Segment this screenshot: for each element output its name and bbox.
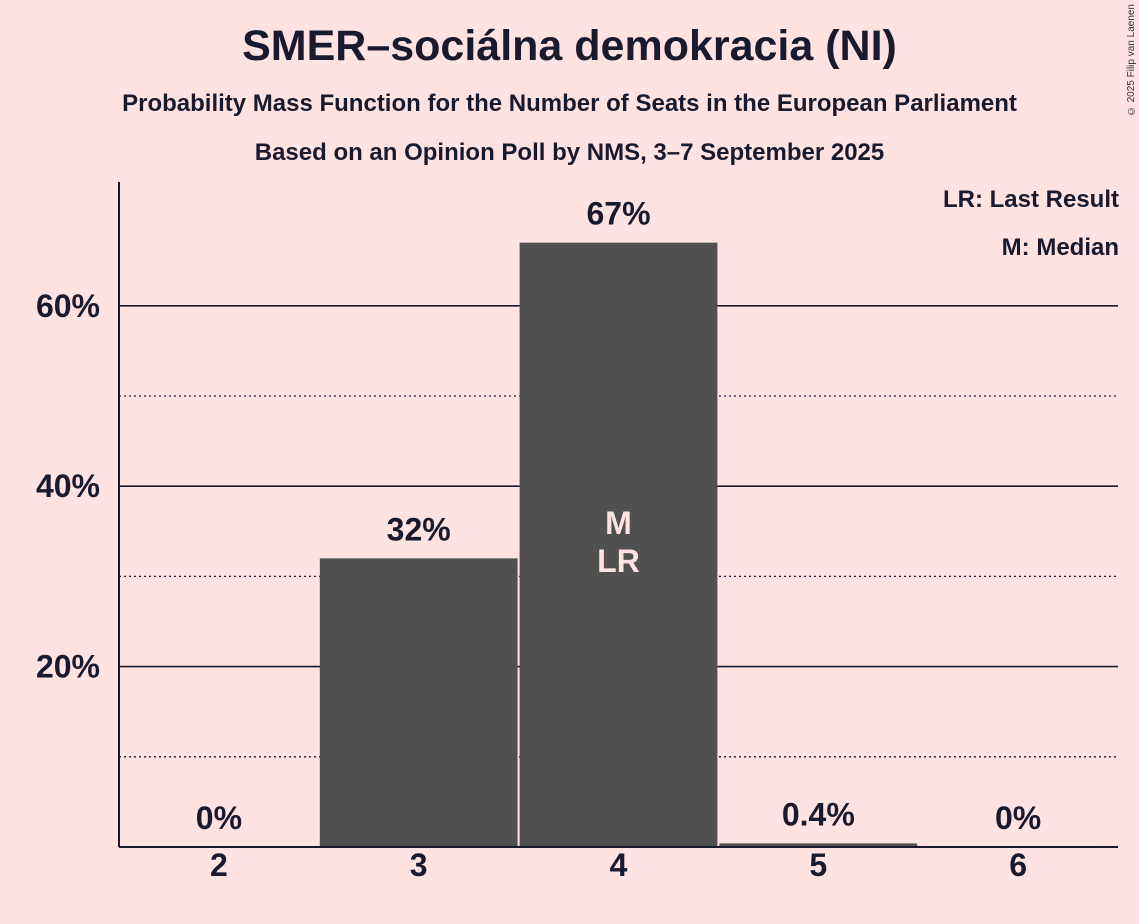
x-tick-label: 6 bbox=[1009, 847, 1027, 883]
axes bbox=[118, 182, 1118, 848]
data-label: 67% bbox=[586, 196, 650, 232]
x-tick-label: 2 bbox=[210, 847, 228, 883]
chart-title: SMER–sociálna demokracia (NI) bbox=[242, 22, 897, 70]
y-tick-label: 20% bbox=[36, 649, 100, 685]
data-label: 0% bbox=[196, 800, 242, 836]
bar-seats-3 bbox=[319, 558, 518, 847]
data-label: 0.4% bbox=[782, 796, 855, 832]
labels: 20% 40% 60% 0% 2 32% 3 67% 4 MLR 0.4% 5 0% 6 bbox=[36, 196, 1041, 883]
bar-annotation: M bbox=[605, 505, 632, 541]
data-label: 0% bbox=[995, 800, 1041, 836]
chart-subtitle: Probability Mass Function for the Number… bbox=[122, 90, 1017, 117]
chart-subtitle-poll: Based on an Opinion Poll by NMS, 3–7 Sep… bbox=[254, 139, 885, 166]
x-tick-label: 5 bbox=[809, 847, 827, 883]
y-tick-label: 60% bbox=[36, 288, 100, 324]
bars bbox=[319, 242, 918, 847]
data-label: 32% bbox=[387, 511, 451, 547]
legend-last-result: LR: Last Result bbox=[942, 186, 1119, 213]
bar-annotation: LR bbox=[597, 543, 640, 579]
bar-seats-5 bbox=[719, 843, 918, 847]
legend-median: M: Median bbox=[1001, 234, 1119, 261]
x-tick-label: 4 bbox=[610, 847, 628, 883]
bar-seats-4 bbox=[519, 242, 718, 847]
x-tick-label: 3 bbox=[410, 847, 428, 883]
y-tick-label: 40% bbox=[36, 468, 100, 504]
